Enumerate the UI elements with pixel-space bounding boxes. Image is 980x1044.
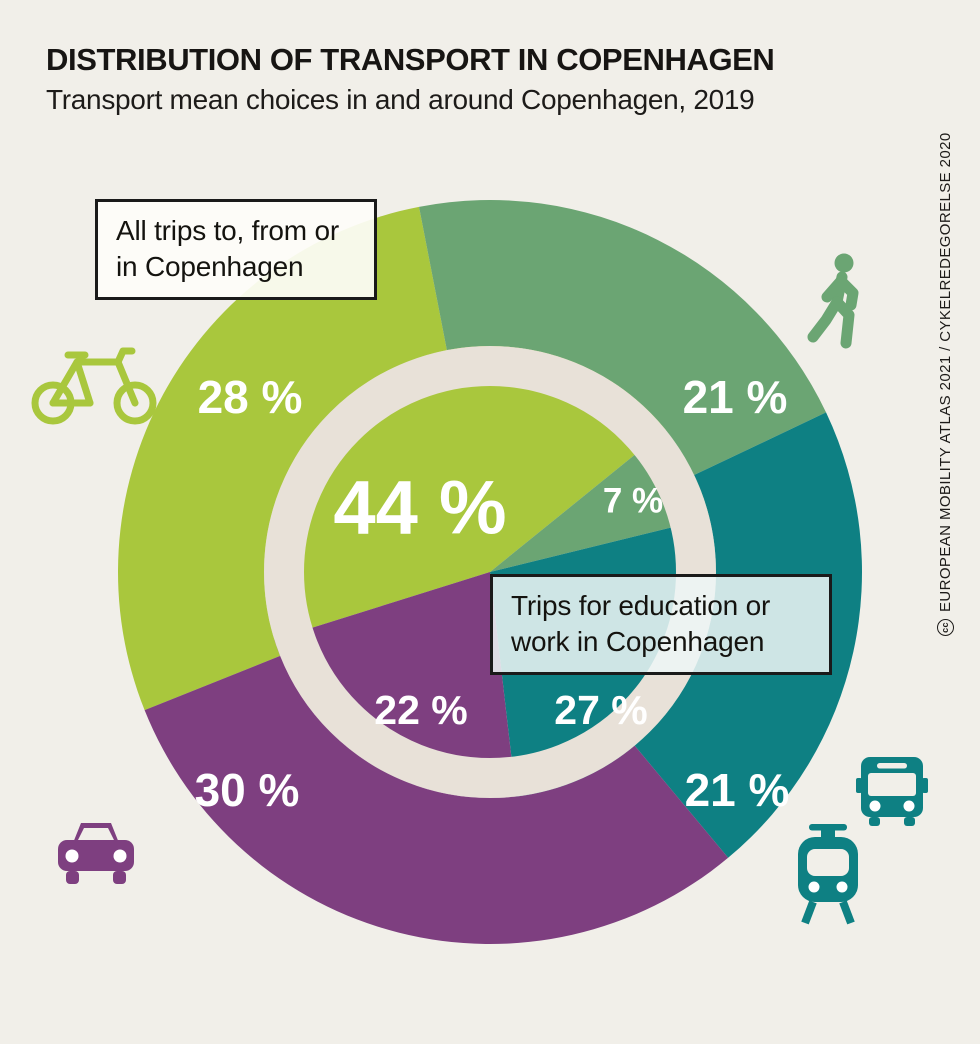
pedestrian-icon [807, 253, 859, 349]
inner-ring-callout: Trips for education or work in Copenhage… [490, 574, 832, 675]
percent-label-inner-walking: 7 % [603, 482, 663, 521]
percent-label-inner-car: 22 % [374, 687, 467, 733]
segment-outer-car [144, 655, 729, 944]
page-subtitle: Transport mean choices in and around Cop… [46, 84, 755, 115]
page-title: DISTRIBUTION OF TRANSPORT IN COPENHAGEN [46, 42, 775, 77]
segment-outer-bike [118, 206, 447, 711]
tram-icon [798, 824, 858, 925]
car-icon [58, 823, 134, 884]
percent-label-outer-bike: 28 % [198, 371, 303, 423]
creative-commons-icon: cc [936, 619, 954, 636]
segment-outer-walking [419, 200, 827, 476]
bicycle-icon [31, 347, 157, 425]
percent-label-outer-public_transport: 21 % [685, 764, 790, 816]
bus-icon [856, 757, 928, 826]
percent-label-outer-car: 30 % [195, 764, 300, 816]
segment-inner-car [274, 572, 516, 798]
donut-chart: 28 % 21 % 21 % 30 % 44 % 7 % 27 % 22 % [118, 200, 862, 944]
percent-label-inner-bike: 44 % [333, 466, 506, 551]
attribution-text: EUROPEAN MOBILITY ATLAS 2021 / CYKELREDE… [936, 132, 954, 612]
outer-ring-callout: All trips to, from or in Copenhagen [95, 199, 377, 300]
percent-label-inner-public_transport: 27 % [554, 687, 647, 733]
attribution: cc EUROPEAN MOBILITY ATLAS 2021 / CYKELR… [934, 36, 956, 636]
percent-label-outer-walking: 21 % [683, 371, 788, 423]
separator-ring [264, 346, 716, 798]
